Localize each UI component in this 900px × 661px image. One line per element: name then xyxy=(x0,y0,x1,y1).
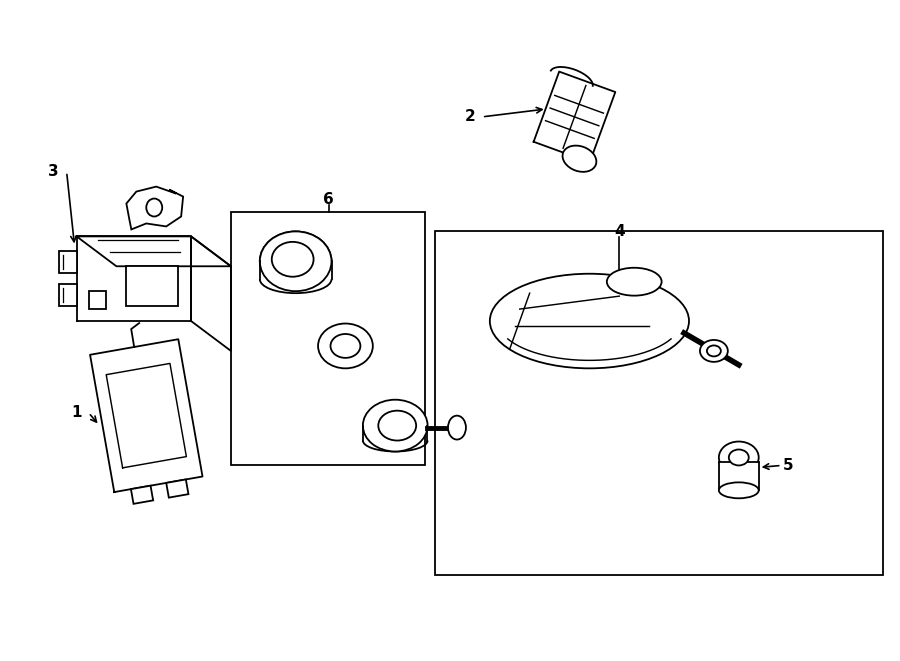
Ellipse shape xyxy=(719,483,759,498)
Bar xyxy=(231,212,425,465)
Ellipse shape xyxy=(607,268,662,295)
Bar xyxy=(719,463,759,490)
Bar xyxy=(58,251,76,273)
Ellipse shape xyxy=(490,274,689,368)
Ellipse shape xyxy=(448,416,466,440)
Polygon shape xyxy=(130,486,153,504)
Ellipse shape xyxy=(719,442,759,473)
Bar xyxy=(126,266,178,306)
Text: 4: 4 xyxy=(614,224,625,239)
Polygon shape xyxy=(126,186,183,229)
Ellipse shape xyxy=(706,346,721,356)
Ellipse shape xyxy=(272,242,313,277)
Bar xyxy=(435,231,883,575)
Ellipse shape xyxy=(562,145,597,172)
Ellipse shape xyxy=(363,400,428,451)
Bar xyxy=(88,291,106,309)
Text: 3: 3 xyxy=(49,164,59,179)
Text: 6: 6 xyxy=(323,192,334,207)
Text: 5: 5 xyxy=(783,458,794,473)
Ellipse shape xyxy=(318,323,373,368)
Ellipse shape xyxy=(729,449,749,465)
Ellipse shape xyxy=(147,198,162,217)
Ellipse shape xyxy=(260,231,331,291)
Text: 2: 2 xyxy=(464,110,475,124)
Polygon shape xyxy=(166,479,188,498)
Ellipse shape xyxy=(700,340,728,362)
Bar xyxy=(58,284,76,306)
Text: 1: 1 xyxy=(71,405,82,420)
Ellipse shape xyxy=(330,334,360,358)
Ellipse shape xyxy=(378,410,416,440)
